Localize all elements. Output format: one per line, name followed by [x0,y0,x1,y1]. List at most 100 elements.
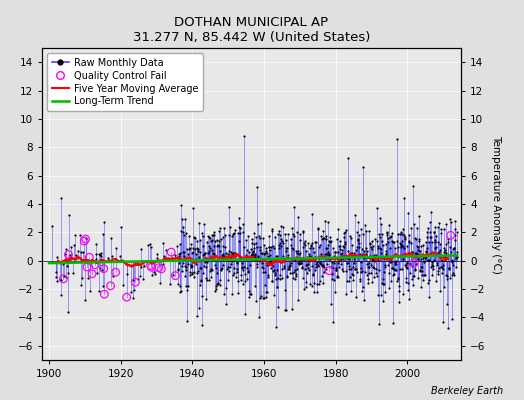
Point [386,259,394,265]
Point [452,255,460,262]
Point [242,254,250,260]
Point [332,267,341,273]
Point [378,231,387,237]
Point [274,284,282,290]
Point [205,234,213,240]
Point [189,205,198,211]
Point [351,266,359,272]
Point [351,266,359,272]
Point [439,284,447,291]
Point [423,234,432,241]
Point [436,240,444,247]
Point [450,245,458,252]
Point [283,273,291,279]
Point [366,253,375,260]
Point [329,245,337,251]
Point [230,265,238,272]
Point [127,288,135,295]
Point [193,270,201,276]
Point [315,244,323,250]
Point [243,265,251,272]
Point [348,277,357,284]
Point [255,295,264,302]
Point [323,219,332,225]
Point [302,270,311,276]
Point [63,263,71,269]
Point [58,261,67,268]
Point [324,252,333,258]
Point [183,260,192,267]
Point [256,243,265,250]
Point [52,254,61,261]
Point [312,238,320,245]
Point [269,268,278,274]
Point [224,264,233,270]
Point [422,229,431,236]
Point [231,252,239,258]
Point [171,272,180,279]
Point [287,259,295,266]
Point [223,250,232,257]
Point [357,246,366,252]
Point [203,259,211,266]
Point [380,262,389,269]
Point [184,246,193,252]
Point [210,251,218,258]
Point [415,238,423,244]
Point [193,244,201,251]
Point [289,230,297,237]
Point [256,235,265,241]
Point [270,258,279,264]
Point [411,260,420,267]
Point [187,264,195,270]
Point [160,252,169,259]
Point [98,267,106,273]
Point [368,256,376,262]
Point [395,287,403,294]
Point [379,276,388,282]
Point [410,260,419,266]
Point [314,280,323,287]
Point [416,267,424,274]
Point [422,252,430,259]
Point [404,210,412,217]
Point [421,248,430,254]
Point [312,264,320,270]
Point [191,251,200,258]
Point [211,238,220,244]
Point [372,266,380,272]
Point [394,275,402,281]
Point [229,272,237,278]
Point [310,280,319,287]
Point [260,242,269,248]
Point [285,266,293,272]
Point [282,248,290,254]
Point [357,226,365,232]
Point [277,223,285,230]
Point [204,250,212,256]
Point [259,265,267,271]
Point [381,251,390,257]
Point [400,244,408,251]
Point [190,234,198,241]
Point [208,267,216,273]
Point [48,222,56,229]
Point [198,230,206,237]
Point [430,229,439,236]
Point [207,274,215,280]
Point [398,238,407,244]
Point [329,319,337,325]
Point [452,252,460,258]
Point [237,272,246,278]
Point [363,248,372,254]
Point [432,278,440,284]
Point [424,280,432,286]
Point [301,266,310,272]
Point [241,311,249,317]
Point [401,262,409,269]
Point [350,250,358,256]
Point [147,244,156,250]
Point [382,241,390,248]
Point [412,250,421,256]
Point [379,256,388,263]
